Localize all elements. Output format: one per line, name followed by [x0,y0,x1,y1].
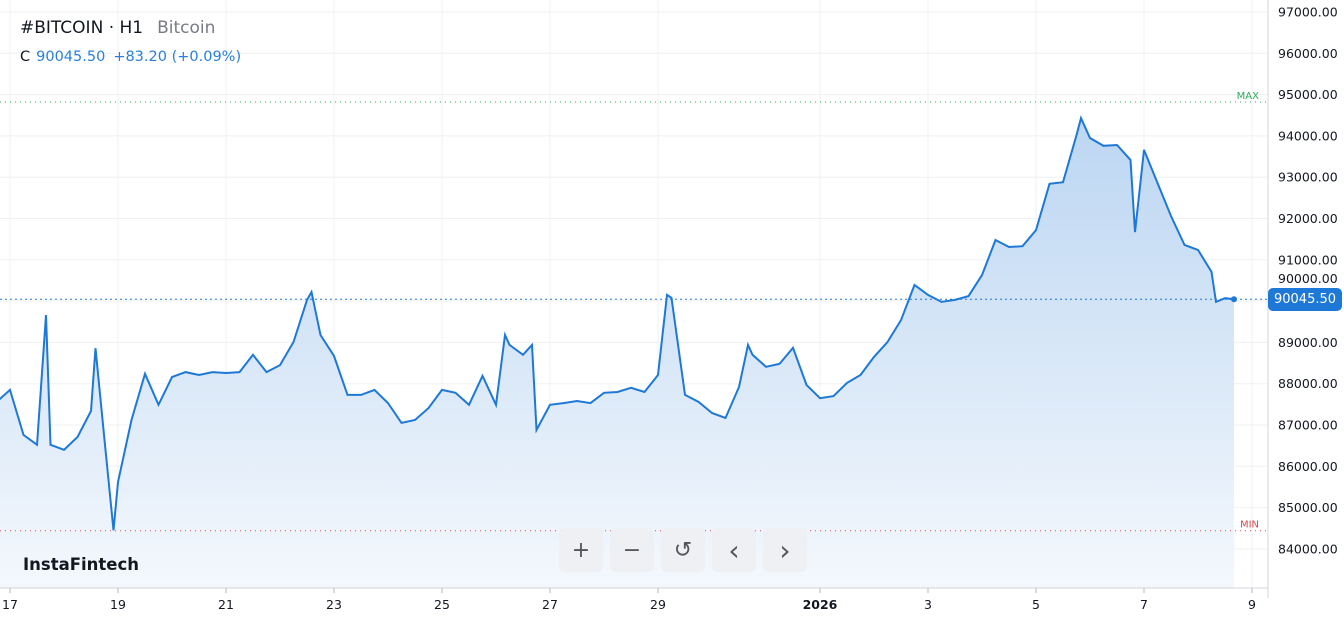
x-tick-label: 21 [218,597,234,612]
max-label: MAX [1237,91,1259,102]
y-tick-label: 91000.00 [1278,252,1338,267]
price-line [0,115,1235,531]
y-tick-label: 87000.00 [1278,418,1338,433]
reset-button[interactable]: ↺ [661,528,705,572]
chevron-right-icon: › [779,533,791,567]
x-tick-label: 7 [1140,597,1148,612]
x-tick-label: 25 [434,597,450,612]
x-tick-label: 27 [542,597,558,612]
current-price-label: 90045.50 [1268,287,1342,311]
symbol-label: #BITCOIN · H1 [20,18,144,38]
minus-icon: − [622,537,642,563]
close-label: C [20,49,31,65]
x-tick-label: 3 [924,597,932,612]
y-tick-label: 88000.00 [1278,376,1338,391]
price-area [0,118,1234,588]
y-tick-label: 89000.00 [1278,335,1338,350]
symbol-name: Bitcoin [157,18,216,38]
current-price-dot [1231,296,1237,303]
y-tick-label: 90000.00 [1278,271,1338,286]
y-tick-label: 92000.00 [1278,211,1338,226]
zoom-in-button[interactable]: + [559,528,603,572]
scroll-right-button[interactable]: › [763,528,807,572]
plus-icon: + [571,537,591,563]
x-tick-label: 9 [1248,597,1256,612]
reset-icon: ↺ [673,537,693,563]
chart-controls: + − ↺ ‹ › [559,528,807,572]
x-tick-label: 5 [1032,597,1040,612]
y-tick-label: 93000.00 [1278,170,1338,185]
quote-line: C 90045.50 +83.20 (+0.09%) [20,49,249,65]
close-value: 90045.50 [36,49,106,65]
x-tick-label: 23 [326,597,342,612]
x-axis[interactable]: 17 19 21 23 25 27 29 2026 3 5 7 9 [0,587,1268,612]
x-tick-label: 17 [2,597,18,612]
change-value: +83.20 (+0.09%) [113,49,242,65]
scroll-left-button[interactable]: ‹ [712,528,756,572]
chart-title: #BITCOIN · H1 Bitcoin [20,18,215,38]
y-tick-label: 97000.00 [1278,5,1338,20]
x-tick-label: 2026 [803,597,838,612]
min-label: MIN [1240,520,1259,531]
chevron-left-icon: ‹ [728,533,740,567]
zoom-out-button[interactable]: − [610,528,654,572]
x-tick-label: 19 [110,597,126,612]
y-tick-label: 96000.00 [1278,46,1338,61]
y-axis[interactable]: 84000.00 85000.00 86000.00 87000.00 88000.00… [1267,0,1338,598]
y-tick-label: 94000.00 [1278,128,1338,143]
y-tick-label: 86000.00 [1278,459,1338,474]
y-tick-label: 85000.00 [1278,500,1338,515]
instafintech-logo: InstaFintech [23,555,140,574]
y-tick-label: 84000.00 [1278,541,1338,556]
y-tick-label: 95000.00 [1278,87,1338,102]
x-tick-label: 29 [650,597,666,612]
